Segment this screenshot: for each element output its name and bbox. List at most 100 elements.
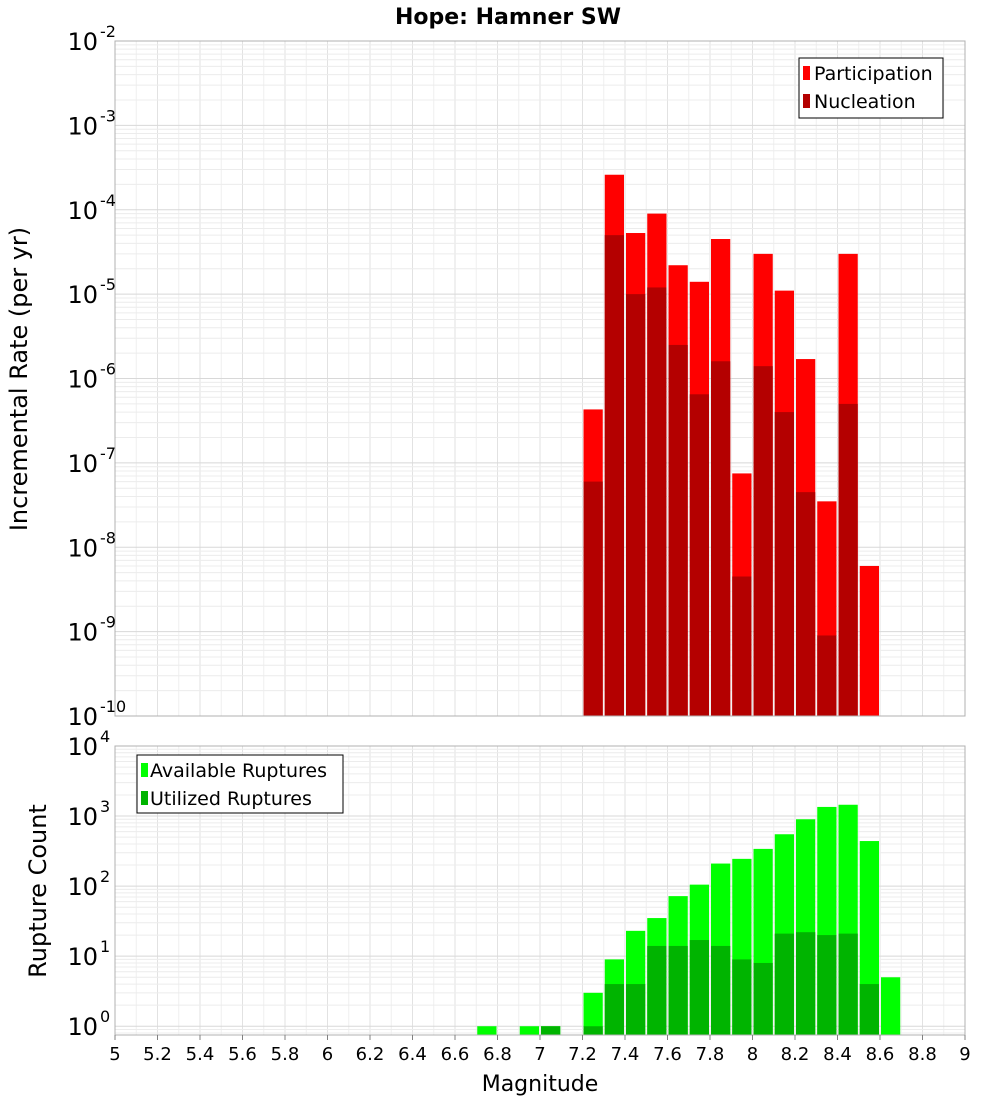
rate-y-tick-exponent: -6	[100, 360, 116, 379]
x-tick-label: 5.4	[186, 1044, 215, 1065]
x-tick-label: 5	[109, 1044, 120, 1065]
magnitude-x-axis-label: Magnitude	[482, 1072, 599, 1097]
utilized-ruptures-bar	[711, 945, 731, 1035]
rate-y-tick-exponent: -9	[100, 613, 116, 632]
x-tick-label: 8.6	[866, 1044, 895, 1065]
x-tick-label: 7.8	[696, 1044, 725, 1065]
utilized-ruptures-bar	[796, 932, 816, 1035]
rate-legend-box	[798, 57, 944, 119]
nucleation-bar	[583, 481, 603, 716]
rate-y-tick-base: 10	[67, 534, 98, 562]
nucleation-bar	[774, 412, 794, 716]
utilized-ruptures-bar	[626, 984, 646, 1035]
x-tick-label: 8.4	[823, 1044, 852, 1065]
participation-legend-label: Participation	[814, 63, 933, 85]
utilized-ruptures-bar	[647, 945, 667, 1035]
rate-bars	[583, 174, 879, 717]
count-y-tick-exponent: 2	[100, 867, 110, 886]
utilized-ruptures-bar	[583, 1026, 603, 1035]
count-y-axis-label: Rupture Count	[24, 804, 52, 978]
x-tick-label: 7.2	[568, 1044, 597, 1065]
utilized-ruptures-bar	[838, 933, 858, 1035]
nucleation-bar	[817, 635, 837, 716]
x-tick-label: 5.2	[143, 1044, 172, 1065]
utilized-ruptures-bar	[859, 984, 879, 1035]
utilized-ruptures-bar	[817, 935, 837, 1035]
count-y-tick-exponent: 4	[100, 727, 110, 746]
utilized-ruptures-bar	[668, 945, 688, 1035]
x-tick-label: 8	[747, 1044, 758, 1065]
available-legend-label: Available Ruptures	[150, 760, 327, 782]
rate-y-tick-exponent: -5	[100, 275, 116, 294]
utilized-ruptures-bar	[541, 1026, 561, 1035]
rate-y-tick-base: 10	[67, 281, 98, 309]
nucleation-legend-swatch	[803, 94, 810, 108]
count-y-tick-base: 10	[67, 803, 98, 831]
count-y-tick-base: 10	[67, 943, 98, 971]
nucleation-bar	[647, 287, 667, 716]
x-tick-label: 9	[959, 1044, 970, 1065]
nucleation-bar	[711, 361, 731, 716]
rate-y-tick-exponent: -2	[100, 22, 116, 41]
x-tick-label: 6.6	[441, 1044, 470, 1065]
x-tick-label: 6.2	[356, 1044, 385, 1065]
rate-y-axis-label: Incremental Rate (per yr)	[5, 227, 33, 531]
x-tick-label: 8.2	[781, 1044, 810, 1065]
x-tick-label: 6.8	[483, 1044, 512, 1065]
rate-y-tick-base: 10	[67, 366, 98, 394]
available-ruptures-bar	[583, 992, 603, 1035]
rate-y-tick-base: 10	[67, 619, 98, 647]
rate-plot-frame	[114, 40, 966, 717]
count-bars	[477, 804, 901, 1035]
rate-y-tick-base: 10	[67, 703, 98, 731]
x-tick-label: 7	[534, 1044, 545, 1065]
chart-title: Hope: Hamner SW	[395, 5, 621, 30]
x-tick-label: 5.8	[271, 1044, 300, 1065]
available-ruptures-bar	[477, 1026, 497, 1035]
utilized-ruptures-bar	[753, 962, 773, 1035]
nucleation-bar	[838, 403, 858, 716]
count-legend: Available Ruptures Utilized Ruptures	[136, 754, 344, 814]
nucleation-bar	[732, 576, 752, 716]
nucleation-bar	[626, 294, 646, 716]
rate-y-tick-base: 10	[67, 197, 98, 225]
available-ruptures-bar	[519, 1026, 539, 1035]
utilized-legend-swatch	[141, 791, 148, 805]
rate-y-tick-exponent: -3	[100, 106, 116, 125]
count-y-tick-base: 10	[67, 1013, 98, 1041]
nucleation-bar	[689, 394, 709, 716]
utilized-ruptures-bar	[689, 940, 709, 1035]
rate-grid	[114, 40, 966, 717]
available-ruptures-bar	[881, 977, 901, 1035]
count-y-tick-exponent: 1	[100, 937, 110, 956]
x-tick-label: 5.6	[228, 1044, 257, 1065]
nucleation-bar	[753, 366, 773, 716]
participation-bar	[859, 565, 879, 716]
rate-y-tick-base: 10	[67, 28, 98, 56]
count-y-tick-base: 10	[67, 873, 98, 901]
magnitude-x-ticks: 5 5.2 5.4 5.6 5.8 6 6.2 6.4 6.6 6.8 7 7.2 7.4 7.6 7.8 8…	[109, 1035, 971, 1065]
rate-y-tick-exponent: -4	[100, 191, 116, 210]
participation-legend-swatch	[803, 66, 810, 80]
count-y-tick-exponent: 3	[100, 797, 110, 816]
utilized-ruptures-bar	[732, 959, 752, 1035]
count-legend-box	[136, 754, 344, 814]
utilized-ruptures-bar	[604, 984, 624, 1035]
x-tick-label: 6.4	[398, 1044, 427, 1065]
rate-y-tick-base: 10	[67, 450, 98, 478]
utilized-ruptures-bar	[774, 933, 794, 1035]
nucleation-legend-label: Nucleation	[814, 91, 916, 113]
rate-y-tick-base: 10	[67, 112, 98, 140]
utilized-legend-label: Utilized Ruptures	[150, 788, 312, 810]
rate-legend: Participation Nucleation	[798, 57, 944, 119]
count-y-tick-exponent: 0	[100, 1007, 110, 1026]
x-tick-label: 8.8	[908, 1044, 937, 1065]
rate-y-tick-exponent: -8	[100, 528, 116, 547]
nucleation-bar	[604, 235, 624, 716]
nucleation-bar	[668, 344, 688, 716]
